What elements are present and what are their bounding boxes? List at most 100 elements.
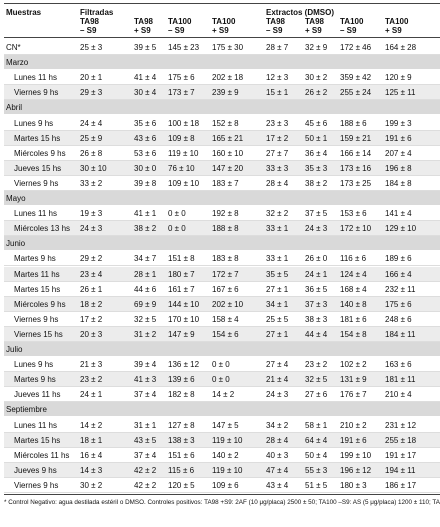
cell: 18 ± 2 xyxy=(80,299,103,309)
cell: 20 ± 3 xyxy=(80,329,103,339)
cell: 191 ± 6 xyxy=(340,435,367,445)
cell: 119 ± 10 xyxy=(212,465,243,475)
cell: 160 ± 10 xyxy=(212,148,244,158)
cell: 40 ± 3 xyxy=(266,450,289,460)
row-label: Viernes 9 hs xyxy=(14,88,59,98)
row-label: Lunes 11 hs xyxy=(14,420,57,430)
cell: 30 ± 2 xyxy=(80,480,103,490)
cell: 188 ± 8 xyxy=(212,224,239,234)
cell: 147 ± 5 xyxy=(212,420,239,430)
cell: 153 ± 6 xyxy=(340,209,367,219)
cell: 359 ± 42 xyxy=(340,73,372,83)
cell: 180 ± 7 xyxy=(168,269,195,279)
column-strain: TA100 xyxy=(212,17,236,26)
cell: 24 ± 1 xyxy=(80,390,103,400)
cell: 64 ± 4 xyxy=(305,435,328,445)
column-s9: – S9 xyxy=(340,26,357,35)
cell: 41 ± 4 xyxy=(134,73,157,83)
cell: 109 ± 6 xyxy=(212,480,239,490)
cell: 20 ± 1 xyxy=(80,73,103,83)
cell: 144 ± 10 xyxy=(168,299,200,309)
row-label: Viernes 15 hs xyxy=(14,329,63,339)
cell: 182 ± 8 xyxy=(168,390,195,400)
cell: 181 ± 6 xyxy=(340,314,367,324)
cell: 32 ± 9 xyxy=(305,43,328,52)
cell: 32 ± 5 xyxy=(305,375,328,385)
cell: 167 ± 6 xyxy=(212,284,239,294)
section-background xyxy=(4,55,440,70)
cell: 16 ± 4 xyxy=(80,450,103,460)
cell: 23 ± 2 xyxy=(305,360,328,370)
cell: 14 ± 3 xyxy=(80,465,103,475)
row-label: Martes 9 hs xyxy=(14,375,56,385)
row-label: Jueves 11 hs xyxy=(14,390,61,400)
cell: 45 ± 6 xyxy=(305,118,328,128)
row-label: Miércoles 11 hs xyxy=(14,450,70,460)
cell: 151 ± 6 xyxy=(168,450,195,460)
row-background xyxy=(4,70,440,86)
cell: 30 ± 2 xyxy=(305,73,328,83)
cell: 29 ± 3 xyxy=(80,88,103,98)
header-rule xyxy=(4,37,440,38)
cell: 43 ± 6 xyxy=(134,133,157,143)
cell: 37 ± 3 xyxy=(305,299,328,309)
cell: 102 ± 2 xyxy=(340,360,367,370)
row-background xyxy=(4,85,440,101)
cell: 176 ± 7 xyxy=(340,390,367,400)
cell: 24 ± 1 xyxy=(305,269,328,279)
cell: 41 ± 3 xyxy=(134,375,157,385)
row-background xyxy=(4,221,440,237)
cell: 21 ± 4 xyxy=(266,375,289,385)
cell: 159 ± 21 xyxy=(340,133,372,143)
cell: 255 ± 24 xyxy=(340,88,372,98)
cell: 31 ± 1 xyxy=(134,420,157,430)
bottom-rule xyxy=(4,494,440,495)
row-background xyxy=(4,326,440,342)
cell: 147 ± 9 xyxy=(168,329,195,339)
cell: 140 ± 2 xyxy=(212,450,239,460)
cell: 184 ± 11 xyxy=(385,329,416,339)
cell: 191 ± 17 xyxy=(385,450,417,460)
cell: 38 ± 2 xyxy=(134,224,157,234)
section-background xyxy=(4,236,440,251)
cell: 164 ± 28 xyxy=(385,43,417,52)
cell: 29 ± 2 xyxy=(80,254,103,264)
cell: 180 ± 3 xyxy=(340,480,367,490)
cell: 116 ± 6 xyxy=(340,254,367,264)
section-title: Abril xyxy=(6,103,23,113)
column-s9: + S9 xyxy=(134,26,151,35)
row-background xyxy=(4,130,440,146)
cell: 38 ± 3 xyxy=(305,314,328,324)
column-s9: – S9 xyxy=(266,26,283,35)
cell: 120 ± 9 xyxy=(385,73,412,83)
column-strain: TA98 xyxy=(80,17,99,26)
cell: 17 ± 2 xyxy=(266,133,289,143)
cell: 109 ± 8 xyxy=(168,133,195,143)
cell: 24 ± 3 xyxy=(80,224,103,234)
row-background xyxy=(4,175,440,191)
cell: 34 ± 2 xyxy=(266,420,289,430)
cell: 28 ± 1 xyxy=(134,269,157,279)
row-background xyxy=(4,372,440,388)
cell: 168 ± 4 xyxy=(340,284,367,294)
cell: 151 ± 8 xyxy=(168,254,195,264)
cell: 27 ± 6 xyxy=(305,390,328,400)
cell: 131 ± 9 xyxy=(340,375,367,385)
cell: 202 ± 10 xyxy=(212,299,244,309)
section-title: Marzo xyxy=(6,58,29,68)
cell: 166 ± 14 xyxy=(340,148,372,158)
cell: 31 ± 2 xyxy=(134,329,157,339)
row-background xyxy=(4,296,440,312)
cell: 30 ± 4 xyxy=(134,88,157,98)
cell: 161 ± 7 xyxy=(168,284,195,294)
row-background xyxy=(4,387,440,403)
row-label: Viernes 9 hs xyxy=(14,480,59,490)
row-label: CN* xyxy=(6,43,21,52)
cell: 37 ± 4 xyxy=(134,450,157,460)
column-strain: TA100 xyxy=(168,17,192,26)
cell: 120 ± 5 xyxy=(168,480,195,490)
cell: 37 ± 5 xyxy=(305,209,328,219)
cell: 140 ± 8 xyxy=(340,299,367,309)
cell: 30 ± 10 xyxy=(80,163,107,173)
cell: 35 ± 5 xyxy=(266,269,289,279)
